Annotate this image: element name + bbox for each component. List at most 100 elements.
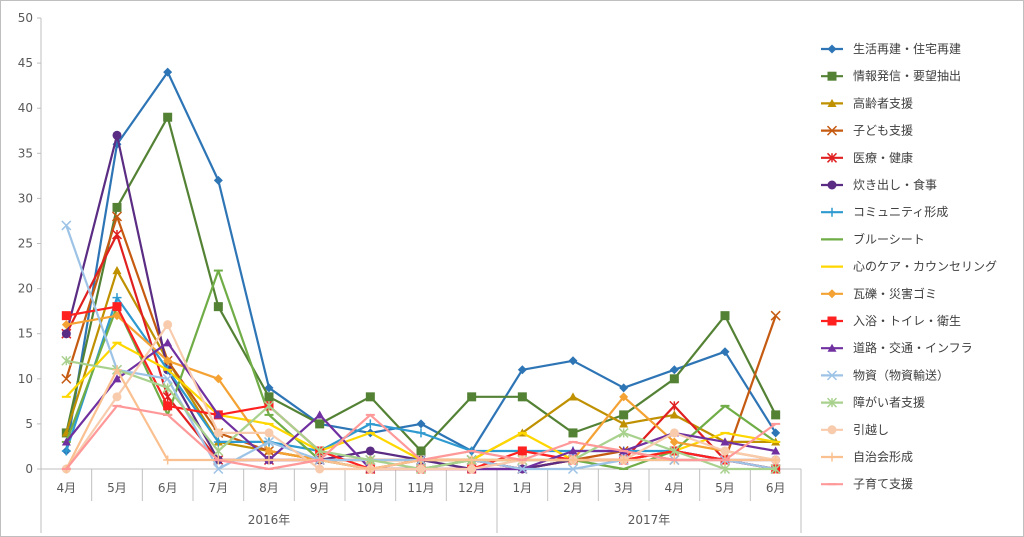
data-point xyxy=(619,419,629,428)
legend-label: 物資（物資輸送） xyxy=(853,367,949,382)
data-point xyxy=(112,365,122,375)
legend-label: 障がい者支援 xyxy=(853,395,925,410)
legend-label: 高齢者支援 xyxy=(853,95,913,110)
data-point xyxy=(315,410,325,419)
x-tick-label: 2月 xyxy=(563,481,583,495)
data-point xyxy=(61,311,71,321)
x-tick-label: 1月 xyxy=(513,481,533,495)
data-point xyxy=(719,463,731,475)
data-point xyxy=(568,392,578,401)
legend-label: 情報発信・要望抽出 xyxy=(853,69,961,83)
data-point xyxy=(61,437,71,446)
data-point xyxy=(264,455,274,465)
legend-marker xyxy=(827,452,837,462)
legend-marker xyxy=(827,289,837,299)
data-point xyxy=(112,374,122,383)
x-tick-label: 8月 xyxy=(259,481,279,495)
data-point xyxy=(770,463,781,475)
legend-label: 子ども支援 xyxy=(853,124,913,138)
legend-marker xyxy=(827,425,837,435)
data-point xyxy=(112,293,122,303)
data-point xyxy=(467,392,477,402)
y-tick-label: 45 xyxy=(18,56,33,70)
x-group-label: 2016年 xyxy=(248,513,291,527)
data-point xyxy=(112,266,122,275)
data-point xyxy=(61,446,71,456)
x-tick-label: 12月 xyxy=(458,481,485,495)
data-point xyxy=(517,365,527,375)
data-point xyxy=(619,455,629,465)
data-point xyxy=(112,392,122,402)
data-point xyxy=(568,446,578,455)
data-point xyxy=(567,463,579,475)
data-point xyxy=(213,374,223,384)
legend-label: 入浴・トイレ・衛生 xyxy=(853,314,961,328)
data-point xyxy=(213,175,223,185)
data-point xyxy=(264,446,274,456)
data-point xyxy=(771,455,781,465)
data-point xyxy=(163,356,173,366)
data-point xyxy=(112,202,122,212)
x-group-label: 2017年 xyxy=(628,513,671,527)
legend-marker xyxy=(826,397,838,408)
data-point xyxy=(213,410,223,419)
data-point xyxy=(365,392,375,402)
data-point xyxy=(669,365,679,375)
y-tick-label: 30 xyxy=(18,191,33,205)
data-point xyxy=(771,410,781,420)
data-point xyxy=(162,382,173,393)
data-point xyxy=(263,400,275,411)
legend-marker xyxy=(827,44,837,54)
data-point xyxy=(619,392,629,402)
legend-label: 瓦礫・災害ゴミ xyxy=(853,286,937,301)
x-tick-label: 6月 xyxy=(158,481,178,495)
legend-marker xyxy=(826,152,838,163)
data-point xyxy=(365,446,375,456)
data-point xyxy=(720,347,730,357)
data-point xyxy=(112,302,122,312)
data-point xyxy=(112,130,122,140)
x-tick-label: 9月 xyxy=(310,481,330,495)
data-point xyxy=(163,320,173,330)
data-point xyxy=(517,446,527,456)
legend-label: 医療・健康 xyxy=(853,150,913,165)
legend-label: 自治会形成 xyxy=(853,450,913,464)
data-point xyxy=(61,373,72,384)
data-point xyxy=(771,428,781,438)
data-point xyxy=(213,463,224,475)
data-point xyxy=(263,436,275,447)
data-point xyxy=(365,464,375,474)
legend-label: コミュニティ形成 xyxy=(853,205,948,219)
data-point xyxy=(61,329,71,339)
data-point xyxy=(315,419,325,429)
y-tick-label: 50 xyxy=(18,11,33,25)
data-point xyxy=(720,446,730,456)
data-point xyxy=(162,373,173,384)
data-point xyxy=(163,401,173,411)
data-point xyxy=(619,383,629,393)
legend-label: ブルーシート xyxy=(853,231,925,246)
data-point xyxy=(669,400,680,411)
x-tick-label: 4月 xyxy=(57,481,77,495)
data-point xyxy=(416,464,426,474)
legend-marker xyxy=(826,125,838,136)
data-point xyxy=(771,446,781,455)
data-point xyxy=(517,392,527,402)
data-point xyxy=(416,428,426,438)
y-tick-label: 10 xyxy=(18,372,33,386)
data-point xyxy=(517,463,528,475)
y-tick-label: 5 xyxy=(25,417,33,431)
x-tick-label: 10月 xyxy=(357,481,384,495)
data-point xyxy=(416,419,426,429)
data-point xyxy=(111,229,123,240)
data-point xyxy=(365,419,375,429)
y-tick-label: 20 xyxy=(18,282,33,296)
data-point xyxy=(467,464,477,474)
data-point xyxy=(264,383,274,393)
data-point xyxy=(669,374,679,384)
x-tick-label: 6月 xyxy=(766,481,786,495)
data-point xyxy=(416,446,426,456)
legend-marker xyxy=(827,207,837,217)
legend-label: 心のケア・カウンセリング xyxy=(853,260,997,274)
